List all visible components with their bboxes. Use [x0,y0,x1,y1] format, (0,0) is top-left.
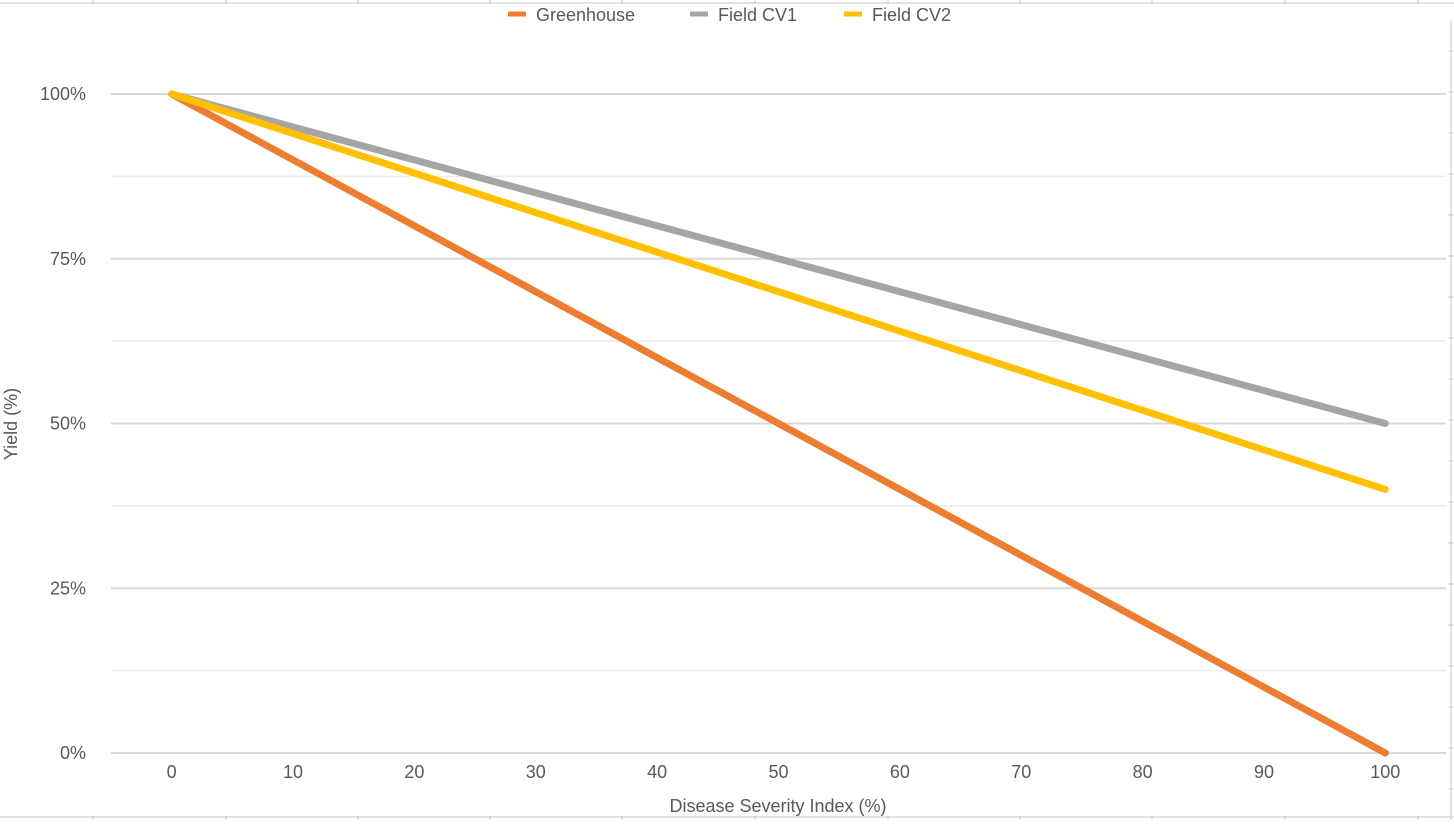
legend-label-field-cv1: Field CV1 [718,5,797,25]
series-line-field-cv2 [168,90,1389,493]
y-tick-label: 75% [50,249,86,269]
y-axis-ticks: 0% 25% 50% 75% 100% [40,84,86,763]
y-tick-label: 0% [60,743,86,763]
series-line-field-cv1 [168,90,1389,427]
legend-label-field-cv2: Field CV2 [872,5,951,25]
x-tick-label: 50 [768,762,788,782]
x-tick-label: 30 [526,762,546,782]
x-axis-label: Disease Severity Index (%) [669,796,886,816]
x-tick-label: 90 [1254,762,1274,782]
x-tick-label: 10 [283,762,303,782]
series-line-greenhouse [168,90,1389,757]
x-tick-label: 100 [1370,762,1400,782]
legend: Greenhouse Field CV1 Field CV2 [508,5,951,25]
x-tick-label: 80 [1133,762,1153,782]
y-tick-label: 50% [50,414,86,434]
x-tick-label: 0 [167,762,177,782]
y-tick-label: 100% [40,84,86,104]
y-axis-label: Yield (%) [1,388,21,460]
legend-label-greenhouse: Greenhouse [536,5,635,25]
x-tick-label: 20 [404,762,424,782]
series-lines [168,90,1389,757]
x-tick-label: 70 [1011,762,1031,782]
y-tick-label: 25% [50,578,86,598]
x-axis-ticks: 0 10 20 30 40 50 60 70 80 90 100 [167,762,1401,782]
x-tick-label: 40 [647,762,667,782]
x-tick-label: 60 [890,762,910,782]
